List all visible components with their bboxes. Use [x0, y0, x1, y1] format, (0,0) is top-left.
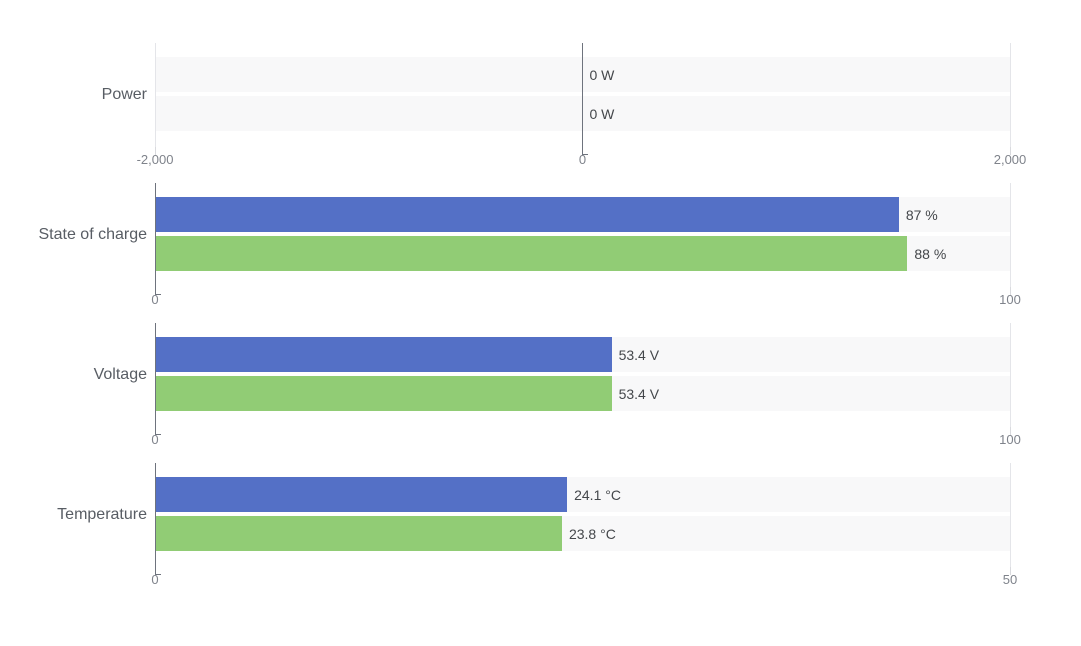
temperature-gridline-50 — [1009, 463, 1011, 567]
temperature-axis-tick-50 — [1009, 567, 1011, 575]
temperature-plot-area: 24.1 °C 23.8 °C 0 50 — [151, 463, 1017, 587]
voltage-bar-1[interactable] — [155, 337, 612, 372]
state-of-charge-bar-2[interactable] — [155, 236, 908, 271]
voltage-axis-tick-100 — [1009, 427, 1011, 435]
state-of-charge-tick-label-0: 0 — [151, 292, 159, 307]
temperature-bar-2[interactable] — [155, 516, 562, 551]
state-of-charge-value-label-2: 88 % — [914, 245, 947, 262]
voltage-zero-axis-foot-tick — [154, 434, 161, 435]
temperature-bar-1[interactable] — [155, 477, 568, 512]
power-tick-label-1: 0 — [578, 152, 587, 167]
voltage-value-label-2: 53.4 V — [618, 385, 660, 402]
chart-section-voltage: Voltage 53.4 V 53.4 V 0 100 — [0, 323, 1081, 463]
chart-section-power: Power 0 W 0 W -2,000 0 2,000 — [0, 43, 1081, 183]
temperature-value-label-2: 23.8 °C — [568, 525, 616, 542]
temperature-tick-label-1: 50 — [1002, 572, 1018, 587]
power-axis-tick-2000 — [1009, 147, 1011, 155]
voltage-plot-area: 53.4 V 53.4 V 0 100 — [151, 323, 1021, 447]
power-plot-area: 0 W 0 W -2,000 0 2,000 — [137, 43, 1026, 167]
power-category-label: Power — [101, 86, 147, 103]
temperature-zero-axis-line — [154, 463, 156, 575]
power-axis-tick--2000 — [154, 147, 156, 155]
power-zero-axis-line — [582, 43, 583, 155]
state-of-charge-zero-axis-foot-tick — [154, 294, 161, 295]
voltage-category-label: Voltage — [93, 366, 147, 383]
state-of-charge-tick-label-1: 100 — [999, 292, 1021, 307]
power-zero-axis-foot-tick — [582, 154, 588, 155]
power-gridline--2000 — [154, 43, 156, 147]
voltage-gridline-100 — [1009, 323, 1011, 427]
state-of-charge-bar-1[interactable] — [155, 197, 899, 232]
voltage-value-label-1: 53.4 V — [618, 346, 660, 363]
temperature-tick-label-0: 0 — [151, 572, 159, 587]
temperature-value-label-1: 24.1 °C — [574, 486, 621, 503]
voltage-tick-label-0: 0 — [151, 432, 159, 447]
voltage-bar-2[interactable] — [155, 376, 612, 411]
chart-section-temperature: Temperature 24.1 °C 23.8 °C 0 50 — [0, 463, 1081, 603]
power-tick-label-2: 2,000 — [993, 152, 1027, 167]
chart-section-state-of-charge: State of charge 87 % 88 % 0 100 — [0, 183, 1081, 323]
voltage-tick-label-1: 100 — [999, 432, 1021, 447]
power-tick-label-0: -2,000 — [136, 152, 174, 167]
state-of-charge-value-label-1: 87 % — [905, 206, 938, 223]
state-of-charge-category-label: State of charge — [38, 226, 147, 243]
power-value-label-1: 0 W — [589, 66, 615, 83]
state-of-charge-axis-tick-100 — [1009, 287, 1011, 295]
state-of-charge-gridline-100 — [1009, 183, 1011, 287]
power-value-label-2: 0 W — [589, 105, 615, 122]
voltage-zero-axis-line — [154, 323, 156, 435]
state-of-charge-plot-area: 87 % 88 % 0 100 — [151, 183, 1021, 307]
power-gridline-2000 — [1009, 43, 1011, 147]
temperature-category-label: Temperature — [57, 506, 147, 523]
temperature-zero-axis-foot-tick — [154, 574, 161, 575]
state-of-charge-zero-axis-line — [154, 183, 156, 295]
